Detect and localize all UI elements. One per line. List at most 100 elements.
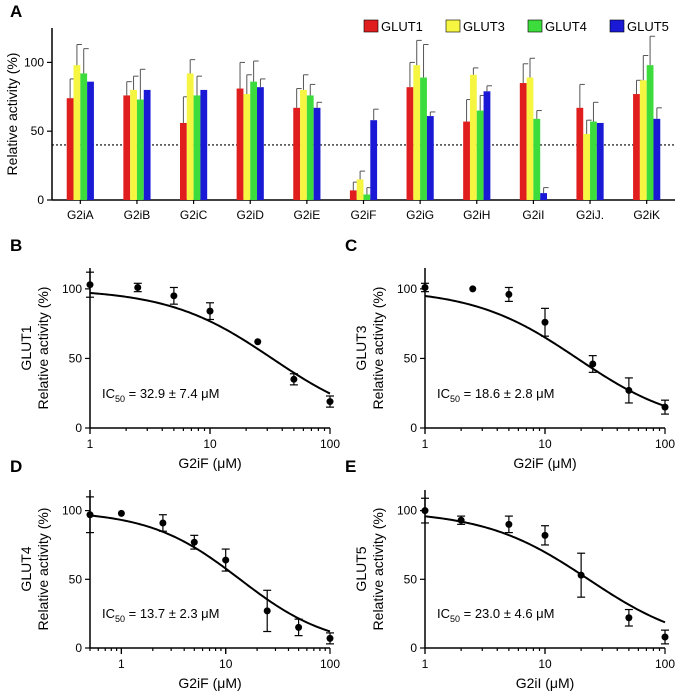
data-point (541, 318, 549, 326)
x-tick-label: G2iA (67, 208, 94, 222)
y-axis-label: Relative activity (%) (35, 508, 51, 631)
y-tick-label: 50 (69, 572, 83, 586)
y-axis-label: Relative activity (%) (370, 287, 386, 410)
data-point (541, 531, 549, 539)
dose-response-glut5: 0 50 100 1 10 100 G2iI (μM) GLUT5 Relative activ… (353, 490, 675, 691)
ic50-subscript: 50 (450, 394, 460, 404)
ic50-annotation: IC50 = 32.9 ± 7.4 μM (102, 386, 220, 404)
bar (300, 89, 307, 200)
bar (533, 118, 541, 200)
y-tick-label: 0 (75, 641, 82, 655)
data-point (206, 307, 214, 315)
bar (349, 190, 357, 200)
panel-label-a: A (10, 2, 22, 21)
bar (66, 98, 74, 200)
ic50-subscript: 50 (115, 614, 125, 624)
y-tick-label: 100 (62, 282, 82, 296)
ic50-value: = 13.7 ± 2.3 μM (125, 606, 219, 621)
x-tick-label: 10 (538, 657, 552, 671)
bar (370, 120, 378, 200)
data-point (326, 634, 334, 642)
bar (293, 107, 301, 200)
bar (590, 121, 597, 200)
x-tick-label: 1 (87, 437, 94, 451)
bar (519, 83, 527, 200)
y-tick-label: 50 (69, 351, 83, 365)
x-tick-label: G2iE (294, 208, 321, 222)
bar (313, 107, 321, 200)
bar (87, 81, 94, 200)
y-axis-label-target: GLUT4 (18, 546, 34, 591)
x-tick-label: 1 (118, 657, 125, 671)
bar (463, 121, 470, 200)
dose-response-glut4: 0 50 100 1 10 100 G2iF (μM) GLUT4 Relative activ… (18, 490, 340, 691)
data-point (505, 290, 513, 298)
x-tick-label: G2iD (237, 208, 265, 222)
x-axis-label: G2iF (μM) (513, 455, 576, 471)
x-axis-label: G2iF (μM) (178, 675, 241, 691)
ic50-prefix: IC (437, 386, 450, 401)
dose-response-glut1: 0 50 100 1 10 100 G2iF (μM) GLUT1 Relative activ… (18, 268, 340, 471)
legend-label: GLUT1 (381, 19, 423, 34)
ic50-value: = 23.0 ± 4.6 μM (460, 606, 554, 621)
data-point (86, 281, 94, 289)
bar (143, 89, 151, 200)
data-point (134, 283, 142, 291)
legend-swatch (445, 19, 461, 33)
bar (257, 87, 264, 200)
y-axis-label-target: GLUT5 (353, 546, 369, 591)
data-point (589, 360, 597, 368)
bar (576, 107, 584, 200)
bar (123, 95, 131, 200)
legend-swatch (363, 19, 379, 33)
fit-curve (89, 291, 331, 395)
data-point (159, 519, 167, 527)
y-tick-label: 100 (24, 55, 44, 69)
y-axis-label: Relative activity (%) (35, 287, 51, 410)
y-tick-label: 0 (410, 421, 417, 435)
data-point (326, 398, 334, 406)
y-axis-label: Relative activity (%) (4, 53, 20, 176)
legend-swatch (609, 19, 625, 33)
bar (186, 73, 194, 200)
bar (469, 74, 477, 200)
data-point (577, 571, 585, 579)
bar (633, 94, 640, 200)
x-tick-label: G2iC (180, 208, 208, 222)
bar (476, 110, 484, 200)
ic50-value: = 18.6 ± 2.8 μM (460, 386, 554, 401)
y-axis-label-target: GLUT3 (353, 325, 369, 370)
x-tick-label: 1 (422, 437, 429, 451)
panel-label-d: D (10, 457, 22, 476)
data-point (625, 614, 633, 622)
fit-curve (424, 294, 666, 408)
bar (236, 88, 244, 200)
data-point (295, 623, 303, 631)
bar (193, 95, 201, 200)
x-tick-label: G2iF (350, 208, 376, 222)
y-axis-label-target: GLUT1 (18, 325, 34, 370)
x-tick-label: 100 (320, 437, 340, 451)
data-point (661, 633, 669, 641)
bar (356, 179, 364, 200)
bar (406, 87, 414, 200)
data-point (222, 556, 230, 564)
y-tick-label: 50 (404, 572, 418, 586)
data-point (170, 292, 178, 300)
data-point (254, 338, 262, 346)
data-point (290, 375, 298, 383)
bar (136, 99, 144, 200)
y-tick-label: 0 (410, 641, 417, 655)
x-axis-label: G2iF (μM) (178, 455, 241, 471)
bar (583, 133, 591, 200)
data-point (421, 283, 429, 291)
legend: GLUT1 GLUT3 GLUT4 GLUT5 (363, 19, 669, 34)
y-tick-label: 0 (75, 421, 82, 435)
legend-label: GLUT4 (545, 19, 587, 34)
bar (483, 91, 491, 200)
data-point (421, 507, 429, 515)
bar (540, 193, 548, 200)
legend-label: GLUT3 (463, 19, 505, 34)
bar (243, 94, 251, 200)
x-tick-label: G2iI (522, 208, 544, 222)
